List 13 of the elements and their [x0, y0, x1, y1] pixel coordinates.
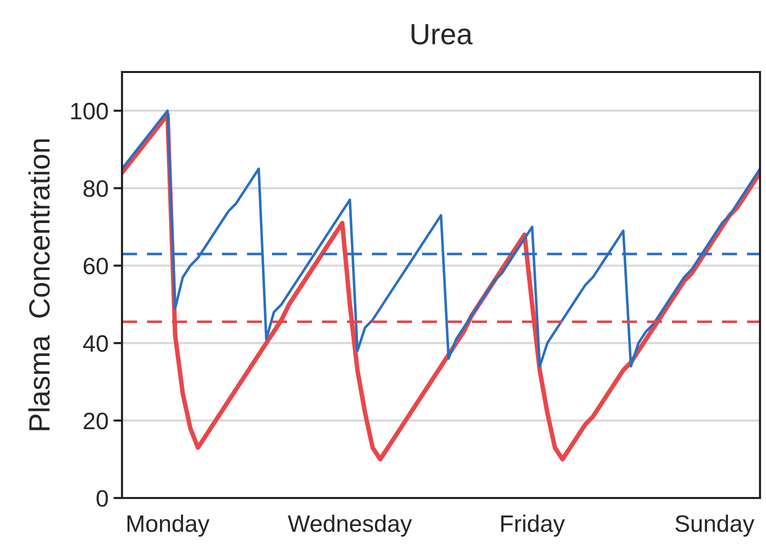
y-tick-label: 0 [96, 490, 108, 507]
line-series [122, 109, 760, 368]
y-axis-title: Plasma Concentration [28, 139, 50, 430]
x-tick-label: Wednesday [288, 514, 412, 537]
chart-title: Urea [412, 24, 473, 45]
y-tick-label: 80 [84, 180, 108, 197]
x-tick-label: Monday [128, 514, 210, 537]
y-tick-label: 20 [84, 412, 108, 430]
y-tick-label: 100 [71, 102, 108, 120]
y-tick-label: 60 [84, 258, 108, 274]
x-tick-label: Sunday [675, 514, 754, 537]
x-tick-label: Friday [501, 514, 565, 537]
y-tick-label: 40 [83, 335, 108, 352]
